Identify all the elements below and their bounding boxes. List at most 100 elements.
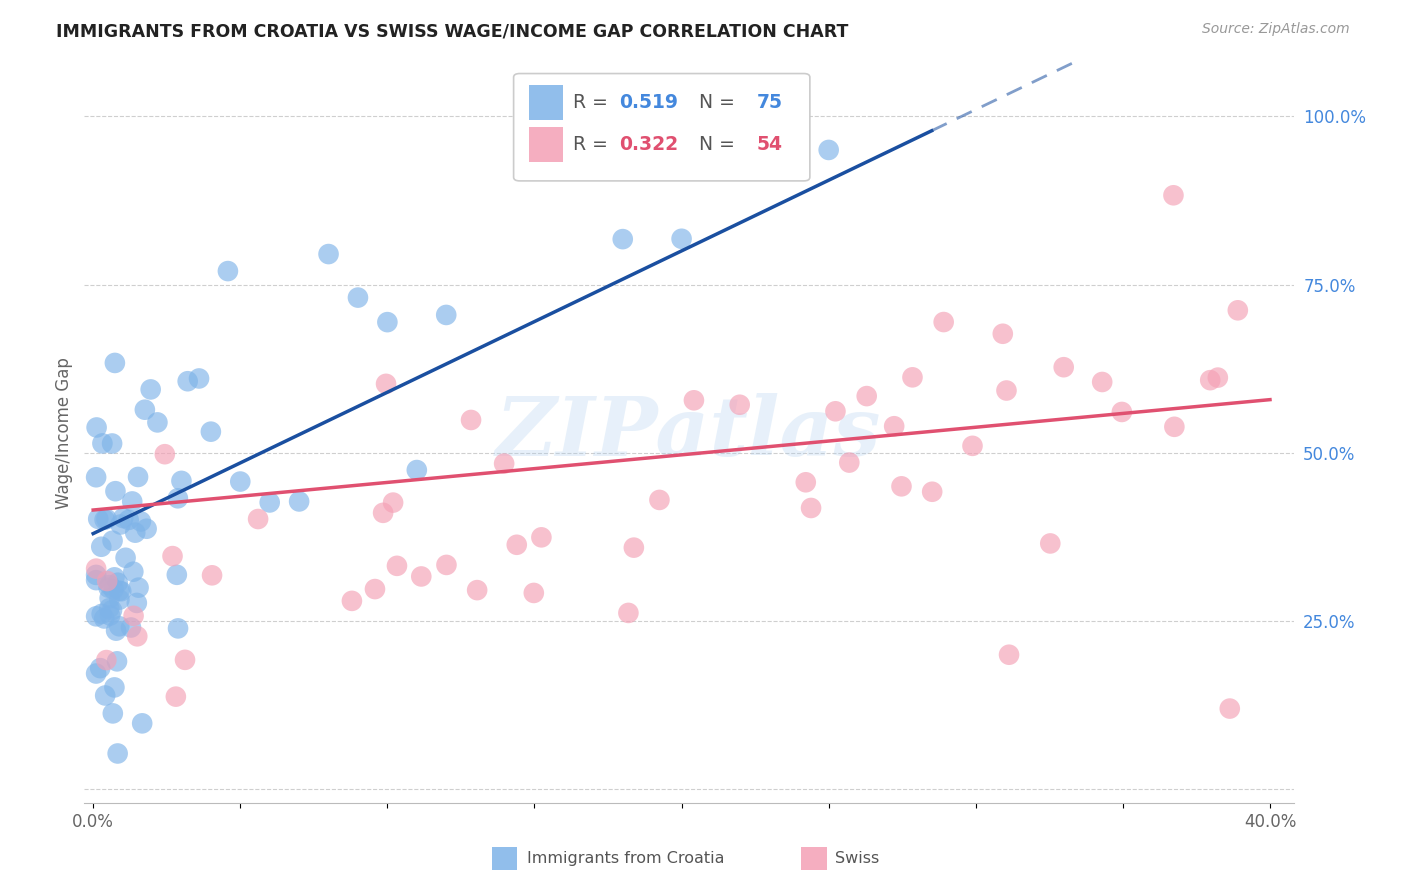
Point <box>96 574 118 588</box>
Point <box>188 371 211 385</box>
Point <box>523 586 546 600</box>
Point <box>377 315 399 329</box>
Point <box>730 143 752 157</box>
Point <box>105 654 128 668</box>
Point <box>84 568 107 582</box>
Text: Source: ZipAtlas.com: Source: ZipAtlas.com <box>1202 22 1350 37</box>
Point <box>90 540 112 554</box>
Point <box>364 582 387 596</box>
Point <box>114 550 136 565</box>
Point <box>96 653 118 667</box>
Point <box>96 512 118 526</box>
Point <box>436 558 458 572</box>
Point <box>382 495 405 509</box>
Point <box>901 370 924 384</box>
Point <box>108 592 131 607</box>
Point <box>890 479 912 493</box>
Text: 54: 54 <box>756 135 783 154</box>
Point <box>84 666 107 681</box>
Point <box>84 609 107 624</box>
Point <box>288 494 311 508</box>
Point <box>134 402 156 417</box>
Point <box>110 517 132 532</box>
Point <box>1163 188 1185 202</box>
Point <box>1053 360 1076 375</box>
Point <box>405 463 427 477</box>
Point <box>921 484 943 499</box>
Point <box>617 606 640 620</box>
Point <box>110 584 132 599</box>
Point <box>411 569 433 583</box>
Point <box>90 607 112 621</box>
Point <box>103 582 125 597</box>
Point <box>728 398 751 412</box>
Text: IMMIGRANTS FROM CROATIA VS SWISS WAGE/INCOME GAP CORRELATION CHART: IMMIGRANTS FROM CROATIA VS SWISS WAGE/IN… <box>56 22 849 40</box>
Point <box>247 512 270 526</box>
Point <box>107 747 129 761</box>
Text: Immigrants from Croatia: Immigrants from Croatia <box>527 851 724 866</box>
Point <box>174 653 197 667</box>
Point <box>648 492 671 507</box>
Point <box>165 690 187 704</box>
Point <box>962 439 984 453</box>
Point <box>84 561 107 575</box>
Point <box>122 565 145 579</box>
Point <box>465 583 488 598</box>
Point <box>371 506 394 520</box>
Point <box>318 247 340 261</box>
Point <box>494 457 516 471</box>
Point <box>120 620 142 634</box>
Point <box>84 573 107 587</box>
Text: R =: R = <box>572 135 614 154</box>
Point <box>108 583 131 598</box>
Point <box>1163 419 1185 434</box>
Text: R =: R = <box>572 93 614 112</box>
Text: Swiss: Swiss <box>835 851 879 866</box>
Point <box>129 515 152 529</box>
Point <box>855 389 877 403</box>
Point <box>800 500 823 515</box>
Point <box>108 619 131 633</box>
Text: N =: N = <box>686 135 741 154</box>
Bar <box>529 127 564 162</box>
Point <box>105 624 128 638</box>
Point <box>93 611 115 625</box>
Point <box>200 425 222 439</box>
Text: 0.519: 0.519 <box>619 93 678 112</box>
Bar <box>529 85 564 120</box>
Point <box>170 474 193 488</box>
Point <box>103 681 125 695</box>
Point <box>340 594 363 608</box>
Point <box>101 533 124 548</box>
Point <box>1091 375 1114 389</box>
Point <box>375 376 398 391</box>
Point <box>259 495 281 509</box>
Point <box>87 512 110 526</box>
Point <box>166 491 188 506</box>
Text: N =: N = <box>686 93 741 112</box>
Point <box>101 706 124 721</box>
Point <box>127 629 149 643</box>
Point <box>166 567 188 582</box>
Point <box>86 420 108 434</box>
Point <box>118 513 141 527</box>
Point <box>824 404 846 418</box>
Point <box>139 383 162 397</box>
Point <box>229 475 252 489</box>
FancyBboxPatch shape <box>513 73 810 181</box>
Point <box>838 456 860 470</box>
Point <box>146 416 169 430</box>
Point <box>385 558 408 573</box>
Point <box>94 689 117 703</box>
Point <box>1206 370 1229 384</box>
Point <box>121 494 143 508</box>
Point <box>883 419 905 434</box>
Point <box>683 393 706 408</box>
Point <box>1199 373 1222 387</box>
Point <box>506 538 529 552</box>
Point <box>131 716 153 731</box>
Point <box>153 447 176 461</box>
Text: 0.322: 0.322 <box>619 135 678 154</box>
Point <box>98 608 121 623</box>
Point <box>991 326 1014 341</box>
